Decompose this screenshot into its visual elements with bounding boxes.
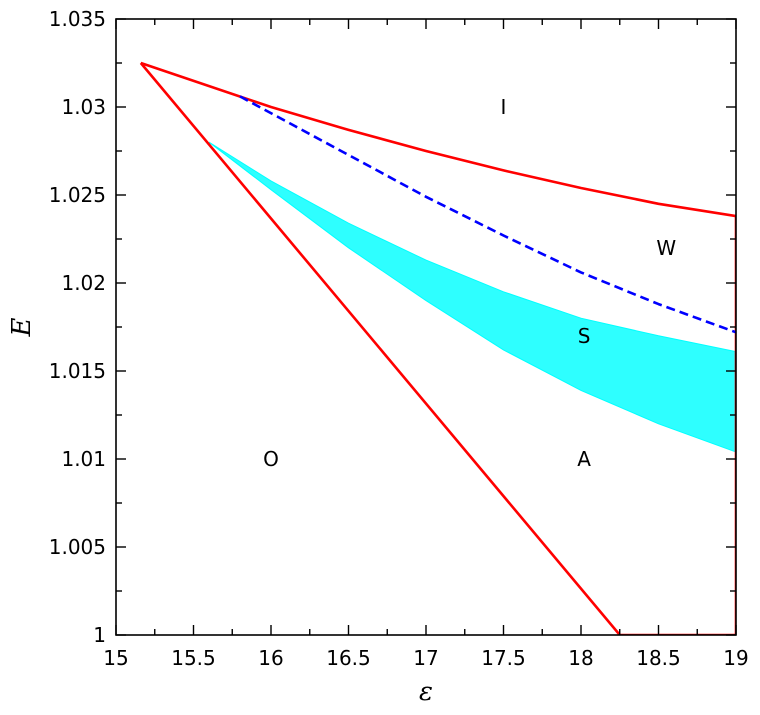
x-tick-label: 17	[413, 646, 438, 670]
y-tick-label: 1.035	[49, 7, 106, 31]
x-tick-label: 16.5	[326, 646, 371, 670]
x-tick-label: 16	[258, 646, 283, 670]
x-tick-label: 15.5	[171, 646, 216, 670]
x-tick-label: 19	[723, 646, 748, 670]
y-tick-label: 1.025	[49, 183, 106, 207]
x-tick-label: 17.5	[481, 646, 526, 670]
x-tick-label: 18.5	[636, 646, 681, 670]
region-label-O: O	[263, 447, 279, 471]
series-line-1	[139, 62, 736, 635]
region-label-S: S	[578, 324, 591, 348]
y-tick-label: 1.03	[61, 95, 106, 119]
series-line-2	[239, 95, 736, 334]
series-layer	[139, 61, 736, 635]
x-axis-label: ε	[419, 677, 433, 707]
y-tick-label: 1.015	[49, 359, 106, 383]
annotation-layer: I W S O A	[263, 95, 676, 471]
y-axis-label: E	[7, 317, 37, 337]
region-label-W: W	[656, 236, 676, 260]
x-tick-label: 18	[568, 646, 593, 670]
tick-layer: 15 15.5 16 16.5 17 17.5 18 18.5 19 1 1.005 1.01 1.01…	[49, 7, 749, 670]
y-tick-label: 1.01	[61, 447, 106, 471]
region-label-I: I	[501, 95, 507, 119]
region-label-A: A	[577, 447, 591, 471]
y-tick-label: 1.005	[49, 535, 106, 559]
series-band-3	[208, 141, 736, 453]
y-tick-label: 1	[93, 623, 106, 647]
x-tick-label: 15	[103, 646, 128, 670]
series-line-0	[140, 61, 736, 218]
y-tick-label: 1.02	[61, 271, 106, 295]
